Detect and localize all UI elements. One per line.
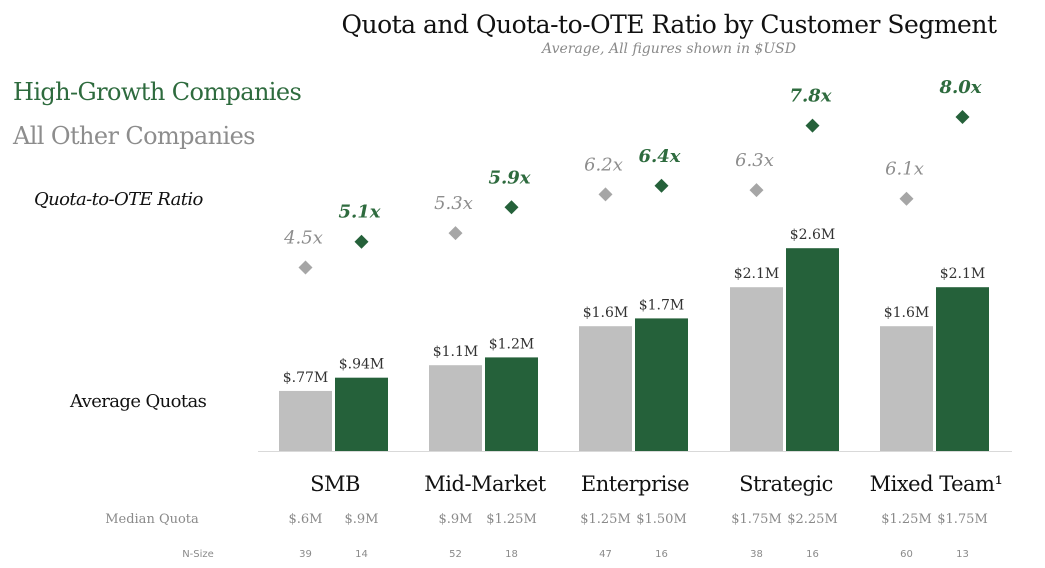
bar-high-growth-strategic	[786, 248, 839, 451]
category-label-mixed-team: Mixed Team¹	[870, 472, 1003, 496]
row-label-median-quota: Median Quota	[105, 512, 199, 527]
ratio-label-high-growth-enterprise: 6.4x	[638, 146, 680, 167]
ratio-marker-high-growth-mixed-team	[955, 110, 970, 124]
chart-title: Quota and Quota-to-OTE Ratio by Customer…	[341, 10, 997, 39]
ratio-marker-all-other-mixed-team	[899, 191, 914, 206]
quota-label-high-growth-mixed-team: $2.1M	[940, 266, 986, 282]
median-quota-all-other-mid-market: $.9M	[439, 512, 473, 527]
ratio-marker-all-other-enterprise	[598, 187, 613, 202]
legend-high-growth: High-Growth Companies	[13, 78, 302, 106]
n-size-high-growth-mid-market: 18	[505, 549, 518, 560]
ratio-marker-high-growth-smb	[354, 234, 369, 249]
ratio-marker-all-other-smb	[298, 260, 313, 275]
n-size-all-other-strategic: 38	[750, 549, 763, 560]
median-quota-high-growth-strategic: $2.25M	[787, 512, 838, 527]
bar-all-other-enterprise	[579, 326, 632, 451]
quota-label-high-growth-enterprise: $1.7M	[639, 297, 685, 313]
ratio-label-all-other-strategic: 6.3x	[735, 150, 774, 171]
quota-label-high-growth-strategic: $2.6M	[790, 227, 836, 243]
quota-label-high-growth-mid-market: $1.2M	[489, 336, 535, 352]
ratio-marker-all-other-mid-market	[448, 226, 463, 241]
category-label-enterprise: Enterprise	[581, 472, 689, 496]
median-quota-all-other-strategic: $1.75M	[731, 512, 782, 527]
median-quota-all-other-smb: $.6M	[289, 512, 323, 527]
bar-high-growth-enterprise	[635, 318, 688, 451]
n-size-high-growth-enterprise: 16	[655, 549, 668, 560]
row-label-n-size: N-Size	[182, 549, 214, 560]
quota-label-all-other-strategic: $2.1M	[734, 266, 780, 282]
bar-high-growth-mixed-team	[936, 287, 989, 451]
quota-label-all-other-smb: $.77M	[283, 370, 329, 386]
ratio-label-high-growth-strategic: 7.8x	[789, 86, 831, 107]
n-size-all-other-smb: 39	[299, 549, 312, 560]
n-size-all-other-enterprise: 47	[599, 549, 612, 560]
category-label-smb: SMB	[310, 472, 360, 496]
bar-all-other-smb	[279, 390, 332, 451]
ratio-marker-all-other-strategic	[749, 183, 764, 198]
ratio-label-high-growth-mid-market: 5.9x	[488, 167, 530, 188]
n-size-all-other-mid-market: 52	[449, 549, 462, 560]
median-quota-high-growth-mid-market: $1.25M	[486, 512, 537, 527]
ratio-label-all-other-mixed-team: 6.1x	[885, 159, 924, 180]
n-size-all-other-mixed-team: 60	[900, 549, 913, 560]
quota-label-high-growth-smb: $.94M	[339, 357, 385, 373]
quota-axis-label: Average Quotas	[70, 391, 207, 412]
n-size-high-growth-mixed-team: 13	[956, 549, 969, 560]
ratio-label-high-growth-mixed-team: 8.0x	[938, 77, 981, 98]
category-label-mid-market: Mid-Market	[424, 472, 546, 496]
ratio-marker-high-growth-strategic	[805, 118, 820, 133]
quota-label-all-other-enterprise: $1.6M	[583, 305, 629, 321]
median-quota-high-growth-mixed-team: $1.75M	[937, 512, 988, 527]
bar-all-other-strategic	[730, 287, 783, 451]
ratio-axis-label: Quota-to-OTE Ratio	[34, 189, 203, 210]
n-size-high-growth-smb: 14	[355, 549, 368, 560]
median-quota-high-growth-smb: $.9M	[345, 512, 379, 527]
median-quota-all-other-enterprise: $1.25M	[580, 512, 631, 527]
n-size-high-growth-strategic: 16	[806, 549, 819, 560]
bar-high-growth-smb	[335, 377, 388, 451]
ratio-label-all-other-smb: 4.5x	[283, 228, 323, 249]
ratio-label-high-growth-smb: 5.1x	[338, 202, 380, 223]
bar-high-growth-mid-market	[485, 357, 538, 451]
ratio-marker-high-growth-enterprise	[654, 178, 669, 193]
chart-subtitle: Average, All figures shown in $USD	[542, 41, 796, 57]
median-quota-high-growth-enterprise: $1.50M	[636, 512, 687, 527]
quota-label-all-other-mixed-team: $1.6M	[884, 305, 930, 321]
ratio-label-all-other-enterprise: 6.2x	[584, 154, 623, 175]
bar-all-other-mixed-team	[880, 326, 933, 451]
ratio-label-all-other-mid-market: 5.3x	[434, 193, 473, 214]
legend-all-other: All Other Companies	[13, 122, 255, 150]
median-quota-all-other-mixed-team: $1.25M	[881, 512, 932, 527]
bar-all-other-mid-market	[429, 365, 482, 451]
quota-label-all-other-mid-market: $1.1M	[433, 344, 479, 360]
category-label-strategic: Strategic	[739, 472, 833, 496]
ratio-marker-high-growth-mid-market	[504, 200, 519, 215]
